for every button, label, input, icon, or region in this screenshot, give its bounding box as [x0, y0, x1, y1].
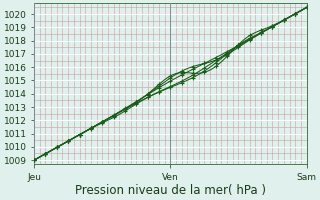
X-axis label: Pression niveau de la mer( hPa ): Pression niveau de la mer( hPa ): [75, 184, 266, 197]
